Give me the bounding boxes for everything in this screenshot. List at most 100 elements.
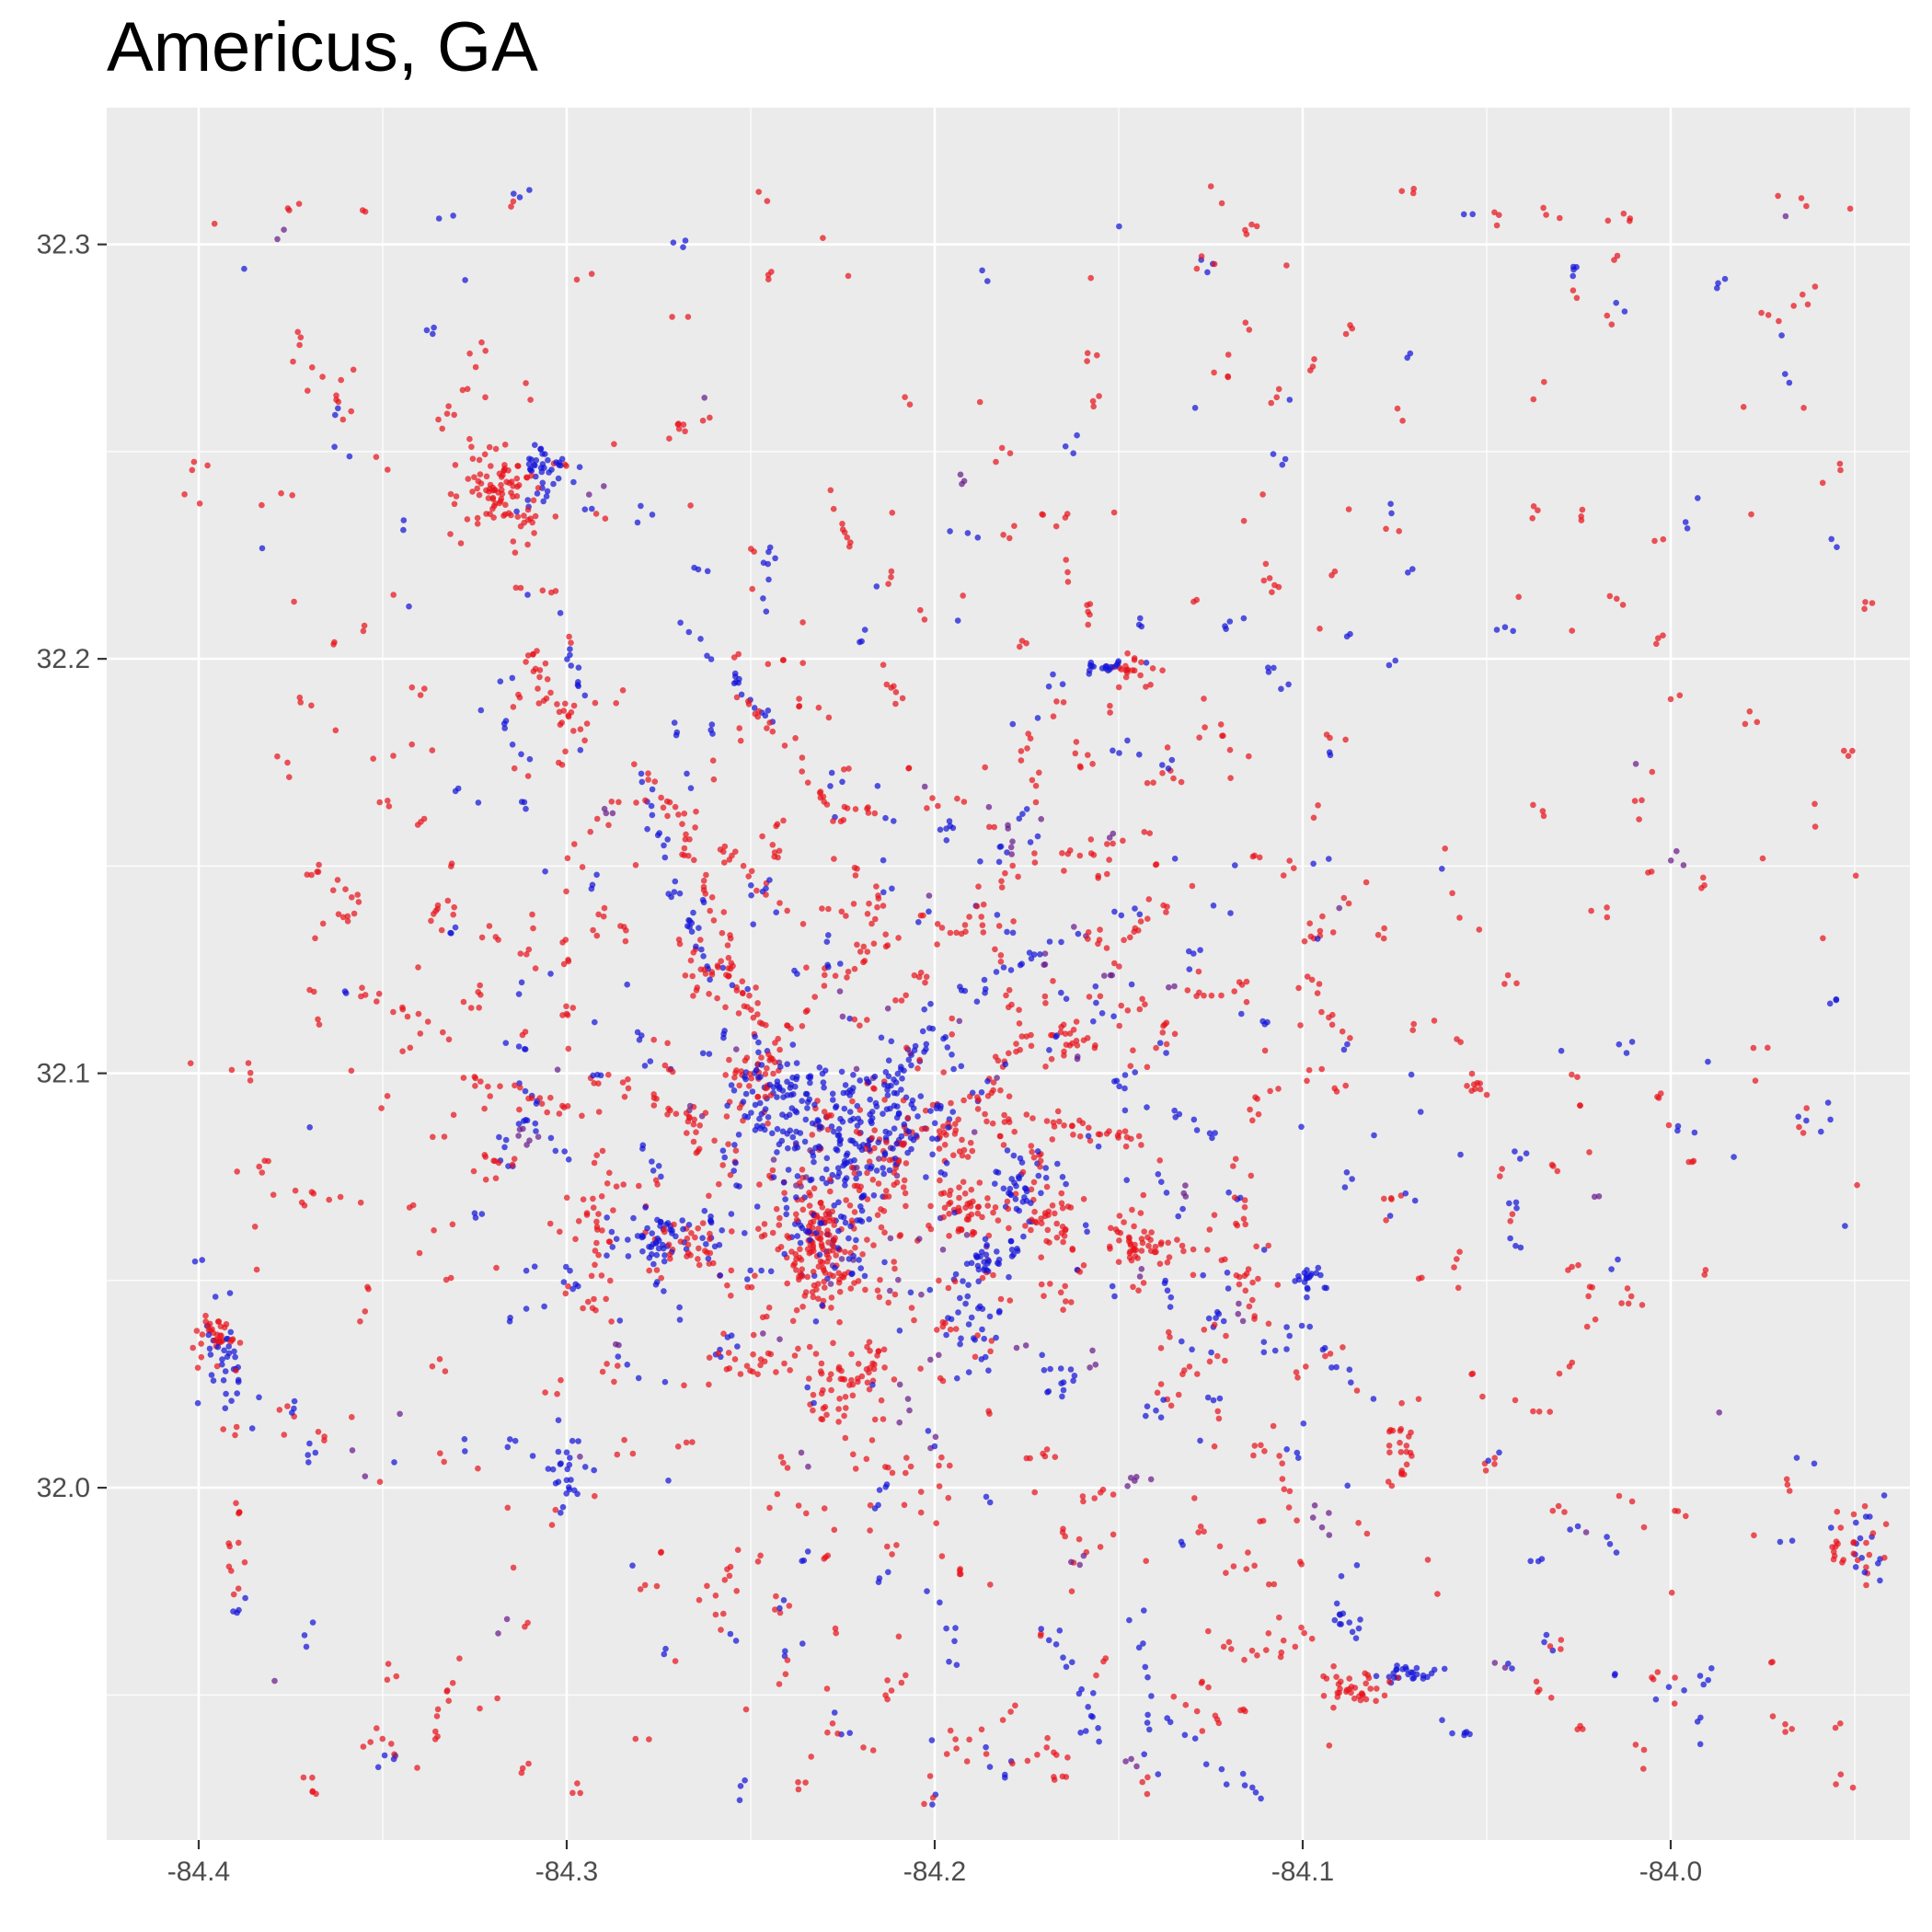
data-point [750,1331,757,1339]
data-point [784,907,790,914]
data-point [644,1225,650,1232]
data-point [802,1008,810,1015]
data-point [1017,1046,1023,1053]
data-point [1110,747,1116,754]
data-point [704,652,710,660]
data-point [1216,1543,1224,1550]
data-point [1387,1195,1395,1202]
data-point [866,1369,872,1376]
y-axis: 32.032.132.232.3 [37,230,107,1503]
data-point [1084,1228,1090,1236]
data-point [762,1106,769,1112]
data-point [1567,1526,1573,1533]
data-point [699,896,707,903]
data-point [704,1249,710,1256]
data-point [1077,1730,1084,1736]
data-point [899,695,906,702]
data-point [1090,1018,1097,1025]
data-point [915,1236,923,1242]
data-point [1543,1631,1550,1639]
data-point [671,889,678,895]
data-point [888,568,895,575]
data-point [750,1351,756,1358]
data-point [883,1188,890,1194]
data-point [599,1227,605,1234]
data-point [1468,1087,1475,1094]
data-point [724,1334,731,1340]
data-point [1758,309,1765,316]
data-point [799,768,805,775]
data-point [528,472,535,479]
y-tick-label: 32.3 [37,230,90,260]
data-point [1116,1022,1122,1029]
data-point [498,481,504,489]
data-point [305,1452,312,1458]
data-point [1606,1541,1614,1547]
data-point [1620,210,1627,217]
data-point [1491,1455,1498,1461]
data-point [756,1181,763,1188]
data-point [241,265,247,272]
data-point [498,487,505,493]
data-point [753,887,760,894]
data-point [607,1277,614,1284]
data-point [876,1156,882,1162]
data-point [1509,1211,1516,1217]
data-point [587,828,593,835]
data-point [447,490,454,498]
data-point [1262,560,1270,568]
data-point [308,1189,316,1195]
data-point [685,1113,693,1121]
data-point [1535,1409,1543,1415]
data-point [1246,1303,1253,1310]
data-point [674,1443,682,1450]
data-point [1721,275,1729,282]
data-point [1006,450,1014,457]
data-point [579,864,586,870]
data-point [1319,913,1326,920]
data-point [1278,685,1284,693]
data-point [758,1062,765,1068]
data-point [1179,1338,1185,1345]
data-point [756,1115,763,1122]
data-point [1212,1130,1218,1136]
data-point [1153,861,1160,868]
data-point [957,1340,963,1348]
data-point [1286,1488,1294,1495]
data-point [1541,1639,1547,1646]
data-point [1803,1105,1810,1111]
data-point [221,1347,227,1354]
data-point [470,1167,477,1175]
data-point [952,1326,960,1332]
data-point [1271,581,1278,589]
data-point [511,765,518,772]
data-point [731,1142,738,1148]
data-point [819,1302,825,1309]
data-point [1866,1551,1873,1558]
data-point [960,1278,966,1284]
data-point [765,276,772,283]
data-point [575,1438,581,1444]
data-point [889,1551,895,1558]
data-point [997,1133,1004,1140]
data-point [769,1167,776,1174]
data-point [669,314,675,320]
data-point [1485,1457,1491,1464]
data-point [1530,1408,1536,1415]
data-point [1410,185,1417,192]
data-point [788,1105,796,1111]
data-point [518,1769,525,1777]
data-point [1624,1285,1631,1292]
data-point [793,1216,800,1224]
data-point [634,1029,641,1036]
data-point [1653,640,1660,648]
data-point [510,493,516,500]
data-point [699,1235,706,1241]
data-point [593,1239,600,1247]
data-point [510,483,516,489]
data-point [967,1202,974,1210]
data-point [706,1051,713,1057]
data-point [1163,1050,1169,1056]
data-point [949,1052,955,1058]
data-point [774,1490,781,1498]
